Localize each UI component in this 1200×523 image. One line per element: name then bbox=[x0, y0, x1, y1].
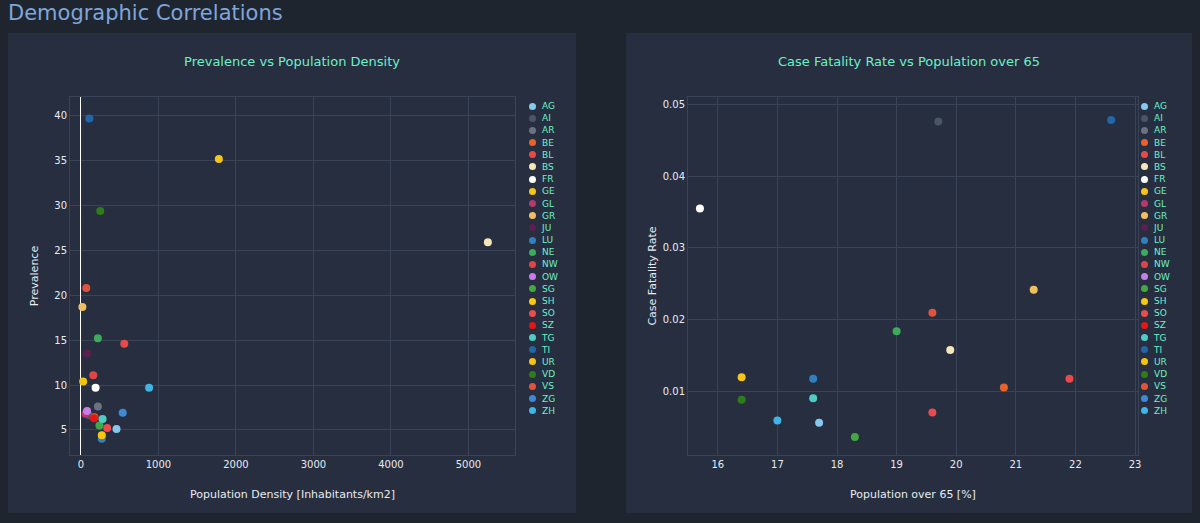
svg-text:18: 18 bbox=[831, 459, 844, 470]
html-text:ZH: ZH bbox=[1154, 405, 1167, 416]
html-text:VD: VD bbox=[542, 369, 556, 380]
svg-text:0.03: 0.03 bbox=[663, 242, 685, 253]
svg-text:16: 16 bbox=[711, 459, 724, 470]
svg-text:22: 22 bbox=[1069, 459, 1082, 470]
svg-text:2000: 2000 bbox=[223, 459, 248, 470]
svg-text:0: 0 bbox=[78, 459, 84, 470]
svg-text:20: 20 bbox=[950, 459, 963, 470]
html-text:VD: VD bbox=[1154, 369, 1168, 380]
svg-text:21: 21 bbox=[1009, 459, 1022, 470]
html-text:AI: AI bbox=[542, 113, 551, 124]
html-text:ZG: ZG bbox=[1154, 393, 1168, 404]
html-text:GE: GE bbox=[1154, 186, 1167, 197]
html-text:AI: AI bbox=[1154, 113, 1163, 124]
html-text:UR: UR bbox=[542, 356, 555, 367]
html-text:FR: FR bbox=[542, 174, 554, 185]
html-text:TI: TI bbox=[1154, 344, 1163, 355]
html-text:FR: FR bbox=[1154, 174, 1166, 185]
svg-text:1000: 1000 bbox=[146, 459, 171, 470]
svg-text:0.05: 0.05 bbox=[663, 99, 685, 110]
html-text:SH: SH bbox=[1154, 296, 1167, 306]
html-text:SZ: SZ bbox=[542, 320, 554, 331]
html-text:OW: OW bbox=[1154, 271, 1170, 282]
svg-text:10: 10 bbox=[54, 380, 67, 391]
html-text:LU: LU bbox=[542, 235, 554, 246]
html-text:SG: SG bbox=[542, 283, 555, 294]
svg-text:5000: 5000 bbox=[456, 459, 481, 470]
html-text:GL: GL bbox=[542, 198, 554, 209]
html-text:GR: GR bbox=[542, 210, 556, 221]
svg-text:Population over 65 [%]: Population over 65 [%] bbox=[850, 488, 976, 501]
html-text:SG: SG bbox=[1154, 283, 1167, 294]
svg-text:40: 40 bbox=[54, 110, 67, 121]
html-text:AR: AR bbox=[1154, 125, 1167, 136]
svg-text:0.04: 0.04 bbox=[663, 171, 685, 182]
svg-text:30: 30 bbox=[54, 200, 67, 211]
svg-text:4000: 4000 bbox=[378, 459, 403, 470]
html-text:GE: GE bbox=[542, 186, 555, 197]
svg-text:23: 23 bbox=[1129, 459, 1142, 470]
html-text:TG: TG bbox=[542, 332, 555, 343]
svg-text:5: 5 bbox=[61, 424, 67, 435]
html-text:NE: NE bbox=[542, 247, 555, 258]
html-text:TI: TI bbox=[542, 344, 551, 355]
html-text:Demographic Correlations: Demographic Correlations bbox=[8, 1, 283, 25]
html-text:ZH: ZH bbox=[542, 405, 555, 416]
svg-text:0.01: 0.01 bbox=[663, 386, 685, 397]
svg-text:Case Fatality Rate: Case Fatality Rate bbox=[646, 226, 659, 325]
html-text:AG: AG bbox=[1154, 101, 1167, 111]
html-text:AR: AR bbox=[542, 125, 555, 136]
html-text:JU: JU bbox=[542, 222, 552, 233]
html-text:GL: GL bbox=[1154, 198, 1166, 209]
html-text:VS: VS bbox=[542, 381, 554, 392]
html-text:VS: VS bbox=[1154, 381, 1166, 392]
html-text:NW: NW bbox=[1154, 259, 1170, 270]
svg-text:Population Density [Inhabitant: Population Density [Inhabitants/km2] bbox=[190, 488, 395, 501]
html-text:BL: BL bbox=[1154, 149, 1166, 160]
svg-text:25: 25 bbox=[54, 245, 67, 256]
html-text:SZ: SZ bbox=[1154, 320, 1166, 331]
html-text:SO: SO bbox=[1154, 308, 1167, 319]
html-text:GR: GR bbox=[1154, 210, 1168, 221]
html-text:SO: SO bbox=[542, 308, 555, 319]
svg-text:0.02: 0.02 bbox=[663, 314, 685, 325]
svg-text:Prevalence: Prevalence bbox=[28, 246, 41, 307]
html-text:BL: BL bbox=[542, 149, 554, 160]
html-text:BE: BE bbox=[1154, 137, 1166, 148]
html-text:BS: BS bbox=[1154, 161, 1166, 172]
html-text:NE: NE bbox=[1154, 247, 1167, 258]
html-text:AG: AG bbox=[542, 101, 555, 111]
svg-text:3000: 3000 bbox=[301, 459, 326, 470]
html-text:LU: LU bbox=[1154, 235, 1166, 246]
svg-text:Prevalence vs Population Densi: Prevalence vs Population Density bbox=[184, 54, 400, 69]
html-text:ZG: ZG bbox=[542, 393, 556, 404]
html-text:BS: BS bbox=[542, 161, 554, 172]
html-text:TG: TG bbox=[1154, 332, 1167, 343]
svg-text:35: 35 bbox=[54, 155, 67, 166]
html-text:UR: UR bbox=[1154, 356, 1167, 367]
html-text:BE: BE bbox=[542, 137, 554, 148]
html-text:JU: JU bbox=[1154, 222, 1164, 233]
svg-text:20: 20 bbox=[54, 290, 67, 301]
html-text:NW: NW bbox=[542, 259, 558, 270]
svg-text:17: 17 bbox=[771, 459, 784, 470]
html-text:OW: OW bbox=[542, 271, 558, 282]
svg-text:Case Fatality Rate vs Populati: Case Fatality Rate vs Population over 65 bbox=[778, 54, 1040, 69]
html-text:SH: SH bbox=[542, 296, 555, 306]
svg-text:19: 19 bbox=[890, 459, 903, 470]
svg-text:15: 15 bbox=[54, 335, 67, 346]
